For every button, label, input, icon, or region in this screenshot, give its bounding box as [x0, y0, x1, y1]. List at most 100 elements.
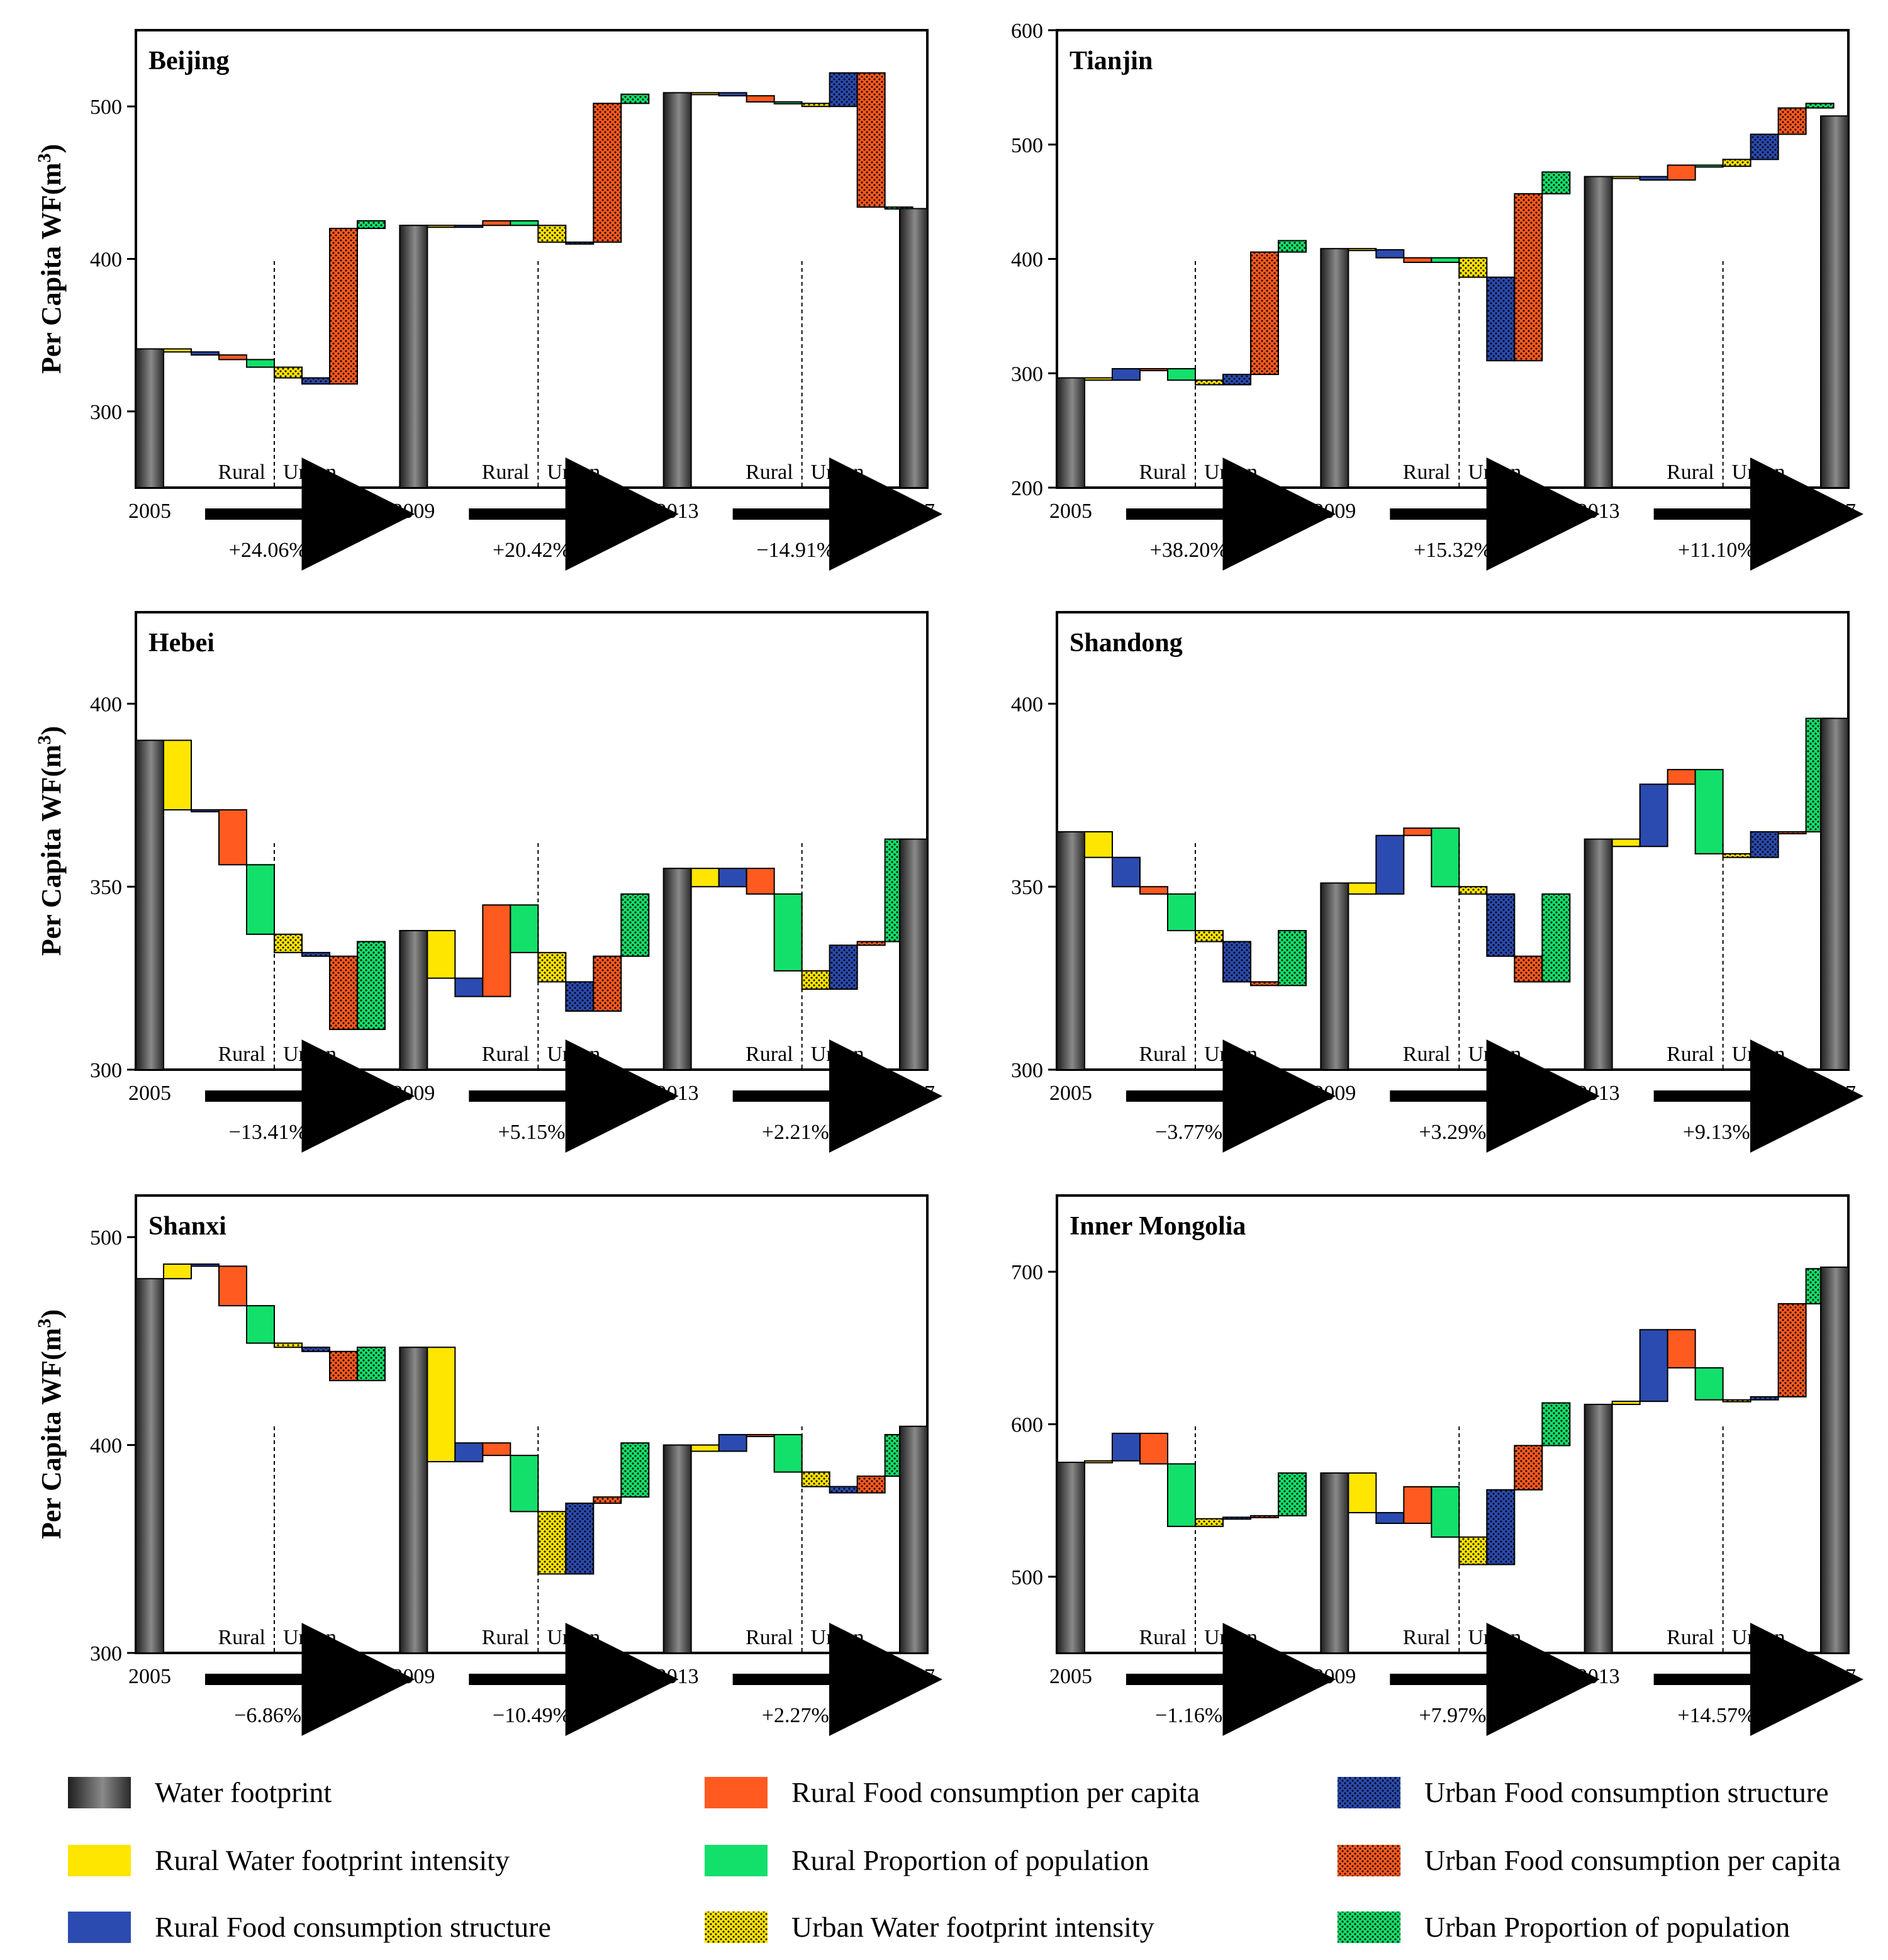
bar-pattern-urban-pop — [885, 207, 913, 210]
bar-pattern-urban-fcs — [1487, 277, 1515, 361]
bar-pattern-urban-fcpc — [593, 103, 622, 242]
urban-label: Urban — [1732, 1626, 1785, 1649]
urban-label: Urban — [1204, 461, 1258, 484]
bar-water-footprint-2009 — [1320, 248, 1349, 488]
y-axis-title: Per Capita WF(m3) — [34, 726, 67, 956]
rural-label: Rural — [1139, 1626, 1187, 1649]
bar-pattern-urban-pop — [357, 941, 385, 1030]
urban-label: Urban — [1468, 1043, 1521, 1066]
legend: Water footprint Rural Water footprint int… — [68, 1776, 1841, 1943]
percent-change-label: +15.32% — [1414, 539, 1492, 562]
bar-pattern-urban-fcs — [566, 1503, 594, 1574]
percent-change-label: +5.15% — [498, 1121, 566, 1144]
bar-pattern-urban-wfi — [802, 970, 830, 990]
year-label: 2013 — [1577, 1082, 1620, 1105]
bar-pattern-urban-fcs — [1223, 941, 1251, 982]
legend-swatch-pattern — [1338, 1777, 1400, 1808]
y-tick-label: 300 — [90, 401, 122, 424]
bar-water-footprint-2013 — [662, 1444, 692, 1654]
urban-label: Urban — [811, 1626, 864, 1649]
y-tick-label: 500 — [90, 96, 122, 119]
bar-rural-pop-2005 — [1167, 367, 1196, 381]
bar-rural-fcs-2009 — [1375, 249, 1405, 259]
bar-water-footprint-2009 — [399, 1347, 428, 1654]
bar-rural-wfi-2009 — [427, 929, 456, 979]
legend-label: Rural Water footprint intensity — [155, 1844, 510, 1876]
year-label: 2009 — [392, 500, 435, 523]
bar-pattern-urban-wfi — [1195, 380, 1223, 385]
bar-pattern-urban-fcpc — [857, 941, 885, 946]
y-tick-label: 300 — [1011, 1059, 1043, 1082]
bar-pattern-urban-fcpc — [1778, 831, 1806, 834]
urban-label: Urban — [547, 1626, 600, 1649]
year-label: 2009 — [1313, 1665, 1356, 1688]
bar-rural-wfi-2009 — [427, 1347, 456, 1462]
legend-label: Rural Food consumption per capita — [791, 1776, 1200, 1808]
bar-pattern-urban-fcpc — [1778, 1304, 1806, 1397]
bar-rural-wfi-2005 — [1084, 377, 1113, 381]
bar-rural-fcs-2009 — [454, 977, 484, 997]
bar-pattern-urban-wfi — [1459, 887, 1487, 894]
bar-pattern-urban-wfi — [1195, 930, 1223, 942]
bar-pattern-urban-fcpc — [1514, 193, 1543, 361]
year-label: 2013 — [1577, 1665, 1620, 1688]
year-label: 2005 — [128, 1665, 171, 1688]
bar-rural-pop-2009 — [1431, 257, 1460, 263]
bar-pattern-urban-wfi — [802, 1472, 830, 1487]
bar-rural-fcpc-2005 — [218, 354, 247, 361]
legend-swatch — [68, 1912, 131, 1943]
y-axis-title-sup: 3 — [34, 1319, 55, 1328]
bar-rural-fcpc-2005 — [218, 809, 247, 866]
bar-rural-fcs-2009 — [1375, 1512, 1405, 1525]
bar-rural-wfi-2013 — [690, 868, 720, 888]
bar-pattern-urban-pop — [621, 94, 649, 104]
urban-label: Urban — [547, 461, 600, 484]
panel-title: Tianjin — [1070, 47, 1153, 76]
bar-rural-pop-2013 — [773, 101, 803, 104]
bar-pattern-urban-fcpc — [593, 956, 622, 1011]
percent-change-label: −13.41% — [229, 1121, 307, 1144]
legend-item-rural-wfi: Rural Water footprint intensity — [68, 1844, 510, 1876]
percent-change-label: +2.27% — [762, 1704, 829, 1727]
bar-pattern-urban-fcs — [829, 72, 857, 107]
bar-pattern-urban-fcs — [566, 242, 594, 244]
bar-rural-fcpc-2013 — [1667, 1329, 1696, 1369]
bar-pattern-urban-wfi — [274, 1343, 302, 1348]
bar-pattern-urban-fcpc — [1514, 1445, 1543, 1490]
bar-pattern-urban-pop — [357, 220, 385, 229]
panel-title: Inner Mongolia — [1070, 1212, 1246, 1241]
urban-label: Urban — [1204, 1043, 1258, 1066]
legend-item-rural-pop: Rural Proportion of population — [705, 1844, 1149, 1876]
bar-pattern-urban-fcpc — [1251, 252, 1278, 375]
y-axis-title-text: Per Capita WF(m — [36, 745, 67, 956]
bar-rural-fcpc-2013 — [746, 868, 775, 895]
bar-pattern-urban-pop — [1542, 1403, 1570, 1446]
bar-rural-fcpc-2009 — [1403, 257, 1433, 263]
bar-water-footprint-2013 — [1584, 176, 1613, 488]
bar-rural-pop-2005 — [246, 864, 275, 935]
legend-label: Rural Food consumption structure — [155, 1911, 551, 1943]
percent-change-label: +20.42% — [493, 539, 571, 562]
panel-tianjin: 200 300 400 500 600 Tianjin Rural Urban +38.20% R… — [1011, 20, 1863, 571]
bar-pattern-urban-wfi — [538, 1511, 566, 1574]
y-tick-label: 500 — [1011, 134, 1043, 157]
bar-water-footprint-2017 — [1820, 717, 1849, 1070]
y-axis-title-text: Per Capita WF(m — [36, 1328, 67, 1540]
bar-pattern-urban-wfi — [1723, 1399, 1751, 1402]
bar-rural-pop-2013 — [1694, 769, 1724, 854]
year-label: 2005 — [128, 500, 171, 523]
bar-rural-pop-2009 — [510, 220, 539, 227]
y-tick-label: 700 — [1011, 1261, 1043, 1284]
urban-label: Urban — [283, 1626, 337, 1649]
bar-rural-pop-2013 — [1694, 1367, 1724, 1401]
bar-rural-fcpc-2009 — [482, 904, 511, 997]
bar-rural-pop-2013 — [1694, 164, 1724, 168]
bar-rural-wfi-2005 — [1084, 831, 1113, 858]
bar-rural-wfi-2005 — [163, 739, 192, 811]
bar-pattern-urban-wfi — [538, 952, 566, 982]
legend-label: Urban Food consumption structure — [1424, 1776, 1829, 1808]
urban-label: Urban — [1204, 1626, 1258, 1649]
urban-label: Urban — [1468, 461, 1521, 484]
y-tick-label: 600 — [1011, 20, 1043, 43]
bar-rural-fcpc-2009 — [1403, 1486, 1433, 1525]
